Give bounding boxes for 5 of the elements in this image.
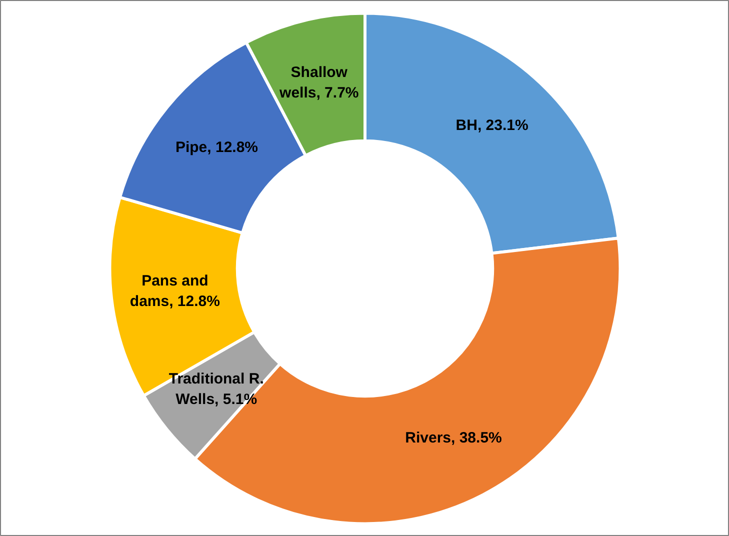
slice-label: Pipe, 12.8% [175, 138, 258, 156]
slice-label: Pans and dams, 12.8% [130, 272, 220, 310]
slice-label: Shallow wells, 7.7% [278, 64, 359, 102]
slice-label: Rivers, 38.5% [405, 430, 502, 447]
slice-label: BH, 23.1% [456, 116, 528, 134]
